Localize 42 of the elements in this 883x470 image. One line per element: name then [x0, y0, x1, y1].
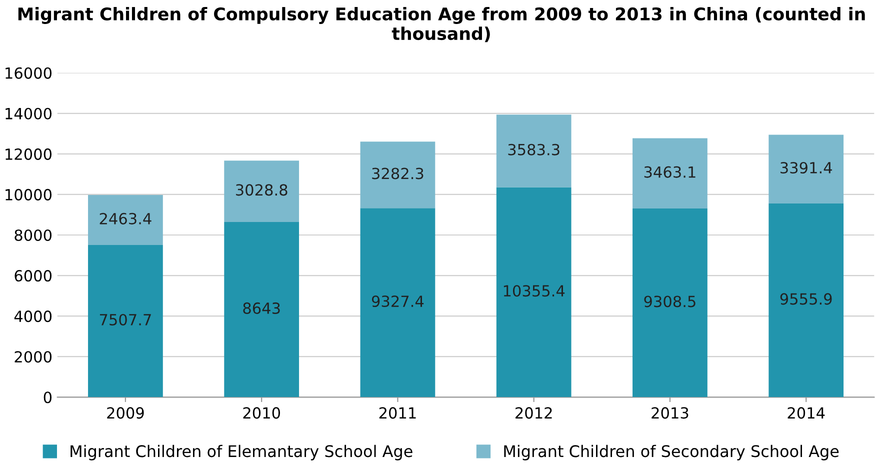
y-tick-label: 10000 — [6, 188, 52, 200]
data-label: 10355.4 — [504, 285, 565, 297]
chart-title: Migrant Children of Compulsory Education Age from 2009 to 2013 in China (counted in thousand) — [18, 7, 865, 42]
bar — [224, 222, 300, 398]
bar — [632, 138, 708, 208]
x-tick-label: 2012 — [516, 407, 552, 419]
data-label: 9555.9 — [780, 293, 832, 305]
x-tick-label: 2009 — [107, 407, 144, 419]
bar — [360, 142, 436, 208]
x-tick-label: 2011 — [379, 407, 416, 419]
y-tick-label: 2000 — [14, 351, 52, 363]
y-tick-label: 6000 — [14, 270, 52, 282]
bar — [632, 208, 708, 398]
bar — [360, 208, 436, 398]
data-label: 9327.4 — [372, 296, 424, 308]
y-tick-label: 14000 — [6, 108, 52, 120]
data-label: 3583.3 — [508, 144, 560, 156]
data-label: 3463.1 — [644, 166, 696, 178]
data-label: 3391.4 — [780, 162, 832, 174]
bar — [496, 114, 572, 188]
x-tick-label: 2013 — [652, 407, 688, 419]
x-tick-label: 2014 — [788, 407, 825, 419]
data-label: 7507.7 — [100, 314, 151, 326]
bar — [88, 244, 163, 398]
x-tick-label: 2010 — [243, 407, 280, 419]
y-tick-label: 8000 — [14, 229, 52, 242]
bar — [768, 134, 844, 204]
bar — [88, 195, 163, 245]
legend-label: Migrant Children of Secondary School Age — [504, 444, 839, 460]
y-tick-label: 4000 — [14, 310, 52, 322]
bar — [768, 203, 844, 398]
y-tick-label: 16000 — [6, 67, 52, 79]
data-label: 2463.4 — [100, 212, 152, 224]
y-tick-label: 12000 — [6, 148, 52, 160]
legend-label: Migrant Children of Elemantary School Age — [70, 444, 412, 460]
data-label: 8643 — [243, 302, 280, 314]
bar — [496, 187, 572, 398]
data-label: 9308.5 — [644, 296, 696, 308]
bar — [224, 160, 300, 222]
data-label: 3028.8 — [236, 184, 288, 196]
y-tick-label: 0 — [44, 392, 52, 404]
data-label: 3282.3 — [372, 168, 424, 180]
